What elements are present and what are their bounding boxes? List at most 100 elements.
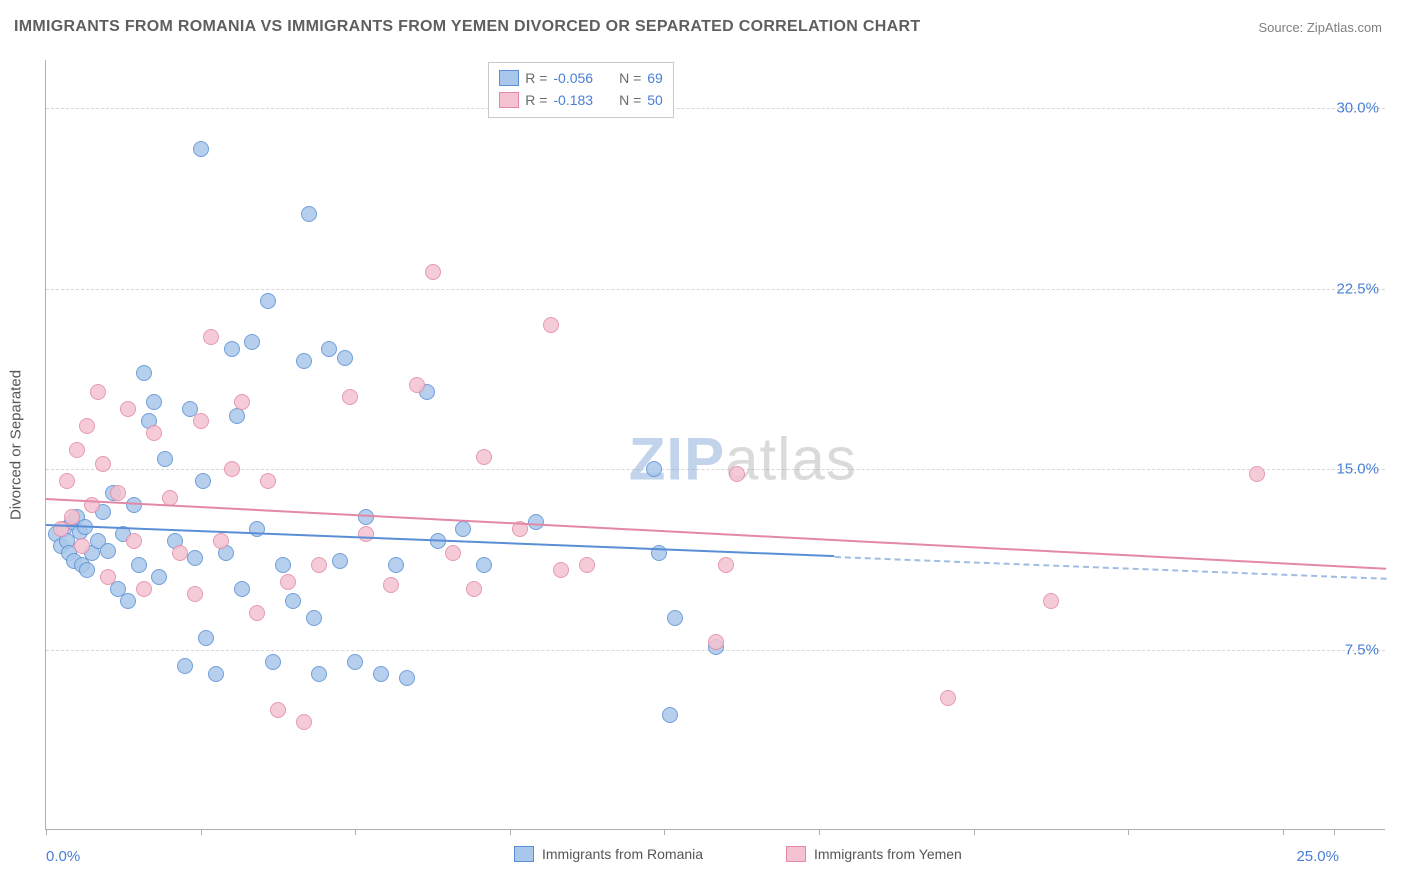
scatter-point xyxy=(528,514,544,530)
gridline xyxy=(46,469,1385,470)
scatter-point xyxy=(296,353,312,369)
scatter-point xyxy=(177,658,193,674)
scatter-point xyxy=(146,425,162,441)
scatter-point xyxy=(136,365,152,381)
x-tick xyxy=(355,829,356,835)
series-legend-label: Immigrants from Romania xyxy=(542,846,703,862)
scatter-point xyxy=(126,533,142,549)
scatter-point xyxy=(260,293,276,309)
scatter-point xyxy=(399,670,415,686)
stats-legend-row: R = -0.056N = 69 xyxy=(499,67,663,89)
gridline xyxy=(46,289,1385,290)
scatter-point xyxy=(332,553,348,569)
scatter-point xyxy=(110,485,126,501)
scatter-point xyxy=(337,350,353,366)
x-tick xyxy=(201,829,202,835)
scatter-point xyxy=(79,418,95,434)
scatter-point xyxy=(280,574,296,590)
scatter-point xyxy=(1043,593,1059,609)
scatter-point xyxy=(270,702,286,718)
scatter-point xyxy=(543,317,559,333)
scatter-point xyxy=(347,654,363,670)
y-axis-label: Divorced or Separated xyxy=(8,369,25,519)
scatter-point xyxy=(425,264,441,280)
scatter-point xyxy=(64,509,80,525)
scatter-point xyxy=(265,654,281,670)
scatter-point xyxy=(285,593,301,609)
chart-title: IMMIGRANTS FROM ROMANIA VS IMMIGRANTS FR… xyxy=(14,18,920,36)
scatter-point xyxy=(383,577,399,593)
scatter-point xyxy=(311,666,327,682)
x-tick xyxy=(1283,829,1284,835)
scatter-point xyxy=(224,341,240,357)
n-label: N = xyxy=(619,89,641,111)
scatter-point xyxy=(208,666,224,682)
scatter-point xyxy=(455,521,471,537)
scatter-point xyxy=(718,557,734,573)
stats-legend: R = -0.056N = 69R = -0.183 N = 50 xyxy=(488,62,674,118)
x-tick-label: 0.0% xyxy=(46,848,80,865)
scatter-point xyxy=(275,557,291,573)
scatter-point xyxy=(234,394,250,410)
scatter-point xyxy=(445,545,461,561)
scatter-point xyxy=(126,497,142,513)
scatter-point xyxy=(120,401,136,417)
scatter-point xyxy=(224,461,240,477)
scatter-point xyxy=(646,461,662,477)
scatter-point xyxy=(198,630,214,646)
scatter-point xyxy=(579,557,595,573)
scatter-point xyxy=(213,533,229,549)
scatter-point xyxy=(373,666,389,682)
y-tick-label: 30.0% xyxy=(1336,100,1379,117)
stats-legend-row: R = -0.183 N = 50 xyxy=(499,89,663,111)
scatter-point xyxy=(729,466,745,482)
scatter-point xyxy=(229,408,245,424)
scatter-point xyxy=(466,581,482,597)
scatter-point xyxy=(342,389,358,405)
legend-swatch xyxy=(786,846,806,862)
scatter-point xyxy=(90,384,106,400)
n-value: 50 xyxy=(647,89,663,111)
n-value: 69 xyxy=(647,67,663,89)
series-legend-item: Immigrants from Yemen xyxy=(786,846,962,862)
trend-line xyxy=(834,556,1386,580)
scatter-point xyxy=(59,473,75,489)
legend-swatch xyxy=(499,92,519,108)
scatter-point xyxy=(1249,466,1265,482)
scatter-point xyxy=(321,341,337,357)
scatter-point xyxy=(193,413,209,429)
scatter-point xyxy=(358,526,374,542)
scatter-point xyxy=(79,562,95,578)
scatter-point xyxy=(74,538,90,554)
x-tick xyxy=(819,829,820,835)
x-tick xyxy=(1334,829,1335,835)
legend-swatch xyxy=(499,70,519,86)
y-tick-label: 22.5% xyxy=(1336,280,1379,297)
r-value: -0.183 xyxy=(553,89,593,111)
n-label: N = xyxy=(619,67,641,89)
x-tick xyxy=(664,829,665,835)
scatter-point xyxy=(234,581,250,597)
watermark: ZIPatlas xyxy=(629,425,857,494)
scatter-point xyxy=(476,449,492,465)
series-legend-label: Immigrants from Yemen xyxy=(814,846,962,862)
r-label: R = xyxy=(525,89,547,111)
scatter-point xyxy=(172,545,188,561)
plot-area: Divorced or Separated 7.5%15.0%22.5%30.0… xyxy=(45,60,1385,830)
scatter-point xyxy=(244,334,260,350)
scatter-point xyxy=(151,569,167,585)
scatter-point xyxy=(157,451,173,467)
scatter-point xyxy=(260,473,276,489)
scatter-point xyxy=(708,634,724,650)
scatter-point xyxy=(187,586,203,602)
scatter-point xyxy=(131,557,147,573)
y-tick-label: 15.0% xyxy=(1336,461,1379,478)
scatter-point xyxy=(476,557,492,573)
scatter-point xyxy=(100,569,116,585)
scatter-point xyxy=(306,610,322,626)
x-tick-label: 25.0% xyxy=(1296,848,1339,865)
x-tick xyxy=(46,829,47,835)
scatter-point xyxy=(249,605,265,621)
scatter-point xyxy=(187,550,203,566)
scatter-point xyxy=(195,473,211,489)
